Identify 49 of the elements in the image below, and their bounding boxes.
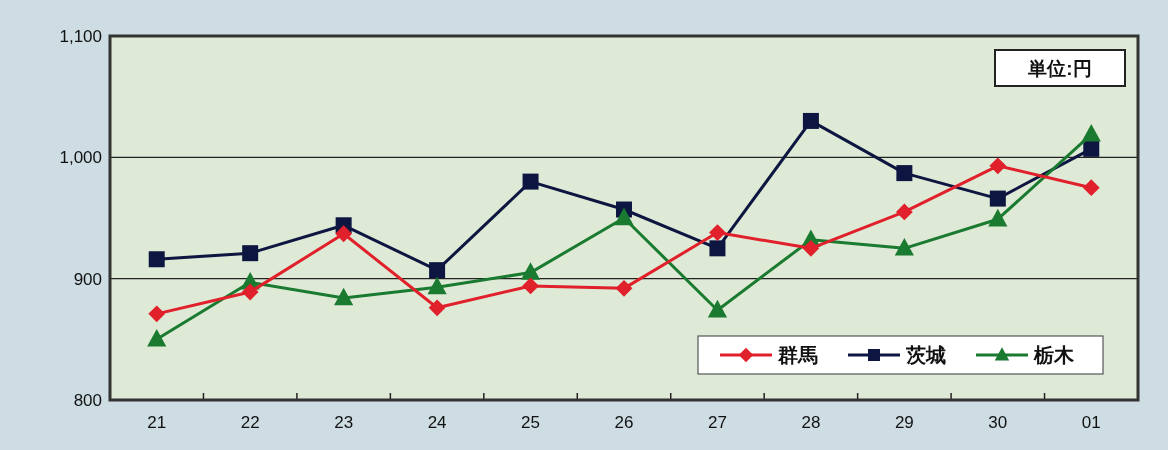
x-tick-label: 24 [427, 413, 447, 432]
point [520, 262, 541, 280]
legend-label: 群馬 [777, 344, 818, 366]
point [242, 245, 259, 262]
point [427, 276, 447, 295]
legend-label: 栃木 [1033, 344, 1075, 366]
x-tick-label: 27 [707, 413, 727, 432]
point [147, 328, 167, 347]
point [614, 207, 634, 226]
point [802, 239, 820, 257]
legend-label: 茨城 [905, 344, 946, 366]
x-tick-label: 29 [894, 413, 914, 432]
point [428, 299, 446, 317]
annotation: 単位:円 [1027, 58, 1092, 79]
point [1083, 140, 1100, 157]
point [707, 299, 728, 318]
x-tick-label: 30 [988, 413, 1008, 432]
point [1081, 123, 1101, 142]
point [988, 208, 1008, 227]
y-tick-label: 800 [73, 391, 102, 410]
x-tick-label: 21 [147, 413, 167, 432]
point [615, 279, 633, 297]
point [895, 203, 913, 221]
x-tick-label: 23 [334, 413, 354, 432]
point [148, 251, 165, 268]
point [241, 283, 259, 301]
point [989, 157, 1007, 175]
point [802, 112, 819, 129]
y-tick-label: 1,000 [59, 148, 102, 168]
point [335, 225, 353, 243]
point [709, 240, 726, 257]
point [709, 224, 726, 241]
point [148, 305, 166, 323]
y-tick-label: 1,100 [59, 27, 102, 46]
point [894, 237, 914, 256]
point [896, 165, 913, 182]
y-tick-label: 900 [73, 269, 102, 289]
x-tick-label: 28 [801, 413, 821, 432]
x-tick-label: 25 [521, 413, 541, 432]
point [522, 277, 539, 295]
point [989, 190, 1006, 207]
x-tick-label: 26 [614, 413, 634, 432]
point [1082, 179, 1100, 197]
point [429, 262, 446, 279]
annotation: 単位:円 [994, 49, 1126, 87]
point [334, 287, 354, 306]
point [522, 173, 539, 190]
x-tick-label: 22 [240, 413, 260, 432]
x-tick-label: 01 [1081, 413, 1101, 432]
